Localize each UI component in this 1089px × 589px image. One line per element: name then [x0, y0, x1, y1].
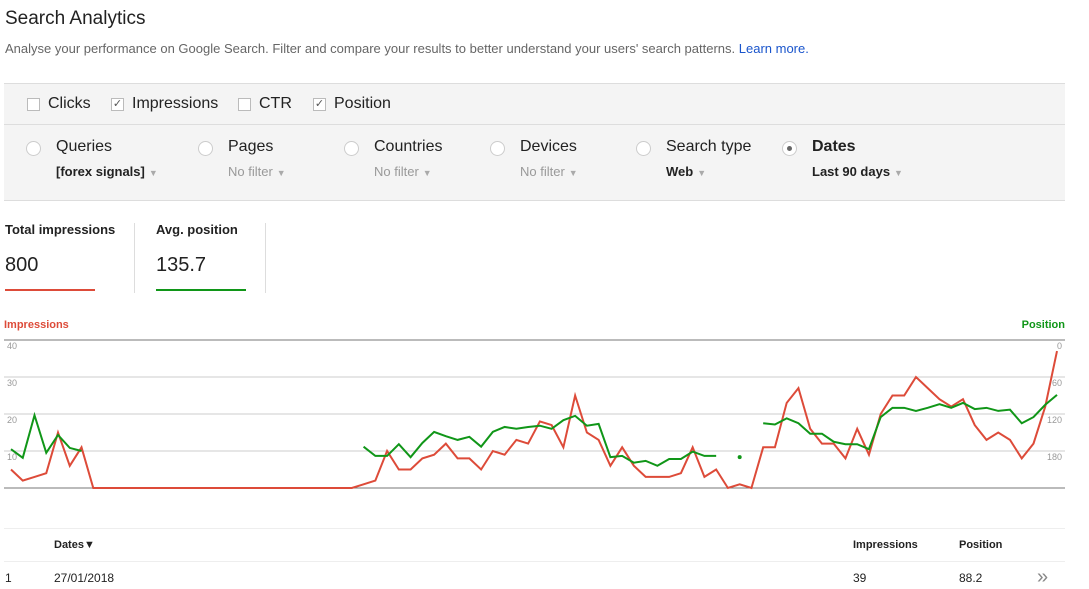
performance-chart[interactable]: 40 30 20 10 0 60 120 180	[0, 330, 1089, 500]
checkbox-icon	[238, 97, 251, 111]
radio-search-type[interactable]	[636, 141, 651, 156]
radio-countries[interactable]	[344, 141, 359, 156]
checkmark-icon: ✓	[313, 97, 326, 111]
filter-panel: Queries [forex signals] ▼ Pages No filter ▼ …	[4, 83, 1065, 201]
row-index: 1	[5, 571, 12, 585]
column-header-dates[interactable]: Dates▼	[54, 539, 95, 551]
checkbox-clicks[interactable]: Clicks	[27, 95, 91, 113]
right-axis-label: Position	[1021, 319, 1065, 331]
devices-filter[interactable]: No filter ▼	[520, 164, 578, 179]
right-tick-label: 180	[1047, 452, 1062, 462]
row-details-icon[interactable]: »	[1037, 566, 1049, 588]
checkbox-ctr[interactable]: CTR	[238, 95, 292, 113]
dropdown-caret-icon: ▼	[148, 168, 158, 178]
position-line	[763, 394, 1058, 451]
row-impressions: 39	[853, 571, 867, 585]
radio-devices[interactable]	[490, 141, 505, 156]
row-date: 27/01/2018	[54, 571, 115, 585]
row-position: 88.2	[959, 571, 983, 585]
countries-filter[interactable]: No filter ▼	[374, 164, 432, 179]
left-axis-label: Impressions	[4, 319, 69, 331]
right-tick-label: 60	[1052, 378, 1062, 388]
position-line	[10, 411, 82, 460]
checkbox-impressions[interactable]: ✓ Impressions	[111, 95, 219, 112]
radio-pages[interactable]	[198, 141, 213, 156]
radio-queries[interactable]	[26, 141, 41, 156]
dropdown-caret-icon: ▼	[568, 168, 578, 178]
left-tick-label: 20	[7, 415, 17, 425]
column-header-position[interactable]: Position	[959, 539, 1003, 551]
dropdown-caret-icon: ▼	[697, 168, 707, 178]
stat-avg-position[interactable]: Avg. position 135.7	[156, 222, 246, 291]
page-subtitle: Analyse your performance on Google Searc…	[5, 41, 809, 56]
page-title: Search Analytics	[5, 8, 146, 29]
checkbox-icon	[27, 97, 40, 111]
metrics-row	[4, 84, 1065, 125]
left-tick-label: 10	[7, 452, 17, 462]
queries-filter[interactable]: [forex signals] ▼	[56, 164, 158, 179]
checkmark-icon: ✓	[111, 97, 124, 111]
checkbox-position[interactable]: ✓ Position	[313, 95, 391, 112]
radio-dates[interactable]	[782, 141, 797, 156]
search-type-filter[interactable]: Web ▼	[666, 164, 707, 179]
left-tick-label: 30	[7, 378, 17, 388]
position-line	[362, 414, 717, 467]
dropdown-caret-icon: ▼	[422, 168, 432, 178]
series-point	[737, 455, 742, 460]
right-tick-label: 0	[1057, 341, 1062, 351]
pages-filter[interactable]: No filter ▼	[228, 164, 286, 179]
dropdown-caret-icon: ▼	[276, 168, 286, 178]
right-tick-label: 120	[1047, 415, 1062, 425]
dropdown-caret-icon: ▼	[894, 168, 903, 178]
column-header-impressions[interactable]: Impressions	[853, 539, 918, 551]
impressions-line	[10, 350, 1058, 490]
learn-more-link[interactable]: Learn more.	[738, 41, 809, 56]
dates-filter[interactable]: Last 90 days ▼	[812, 164, 903, 179]
left-tick-label: 40	[7, 341, 17, 351]
stat-total-impressions[interactable]: Total impressions 800	[5, 222, 115, 291]
